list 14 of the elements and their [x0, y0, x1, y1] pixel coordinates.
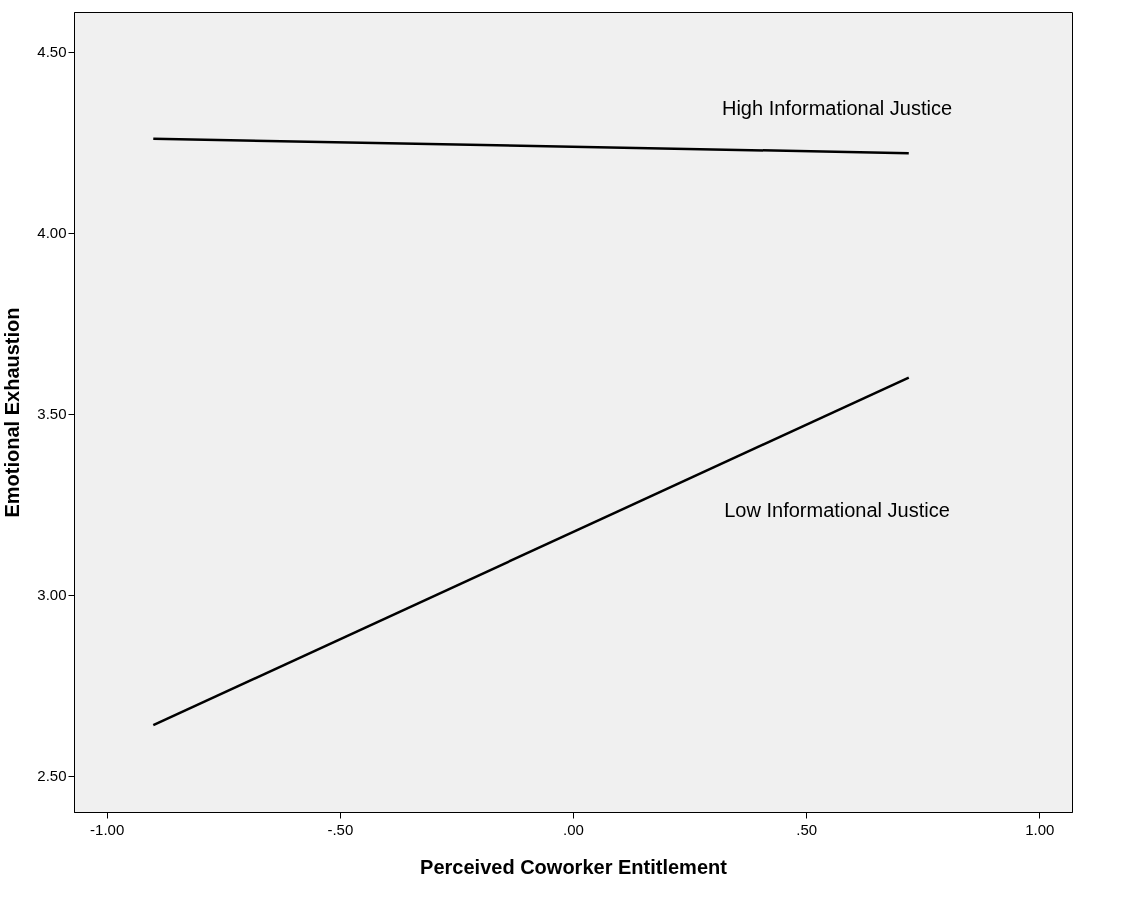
y-tick-label: 3.00: [37, 586, 67, 604]
series-label: High Informational Justice: [721, 97, 953, 120]
x-axis-title: Perceived Coworker Entitlement: [420, 855, 728, 878]
y-tick-label: 3.50: [37, 405, 67, 423]
y-axis-title: Emotional Exhaustion: [1, 307, 24, 518]
x-tick-label: 1.00: [1025, 820, 1055, 838]
x-tick-label: -1.00: [90, 820, 125, 838]
x-tick-label: .00: [563, 820, 584, 838]
y-tick-label: 2.50: [37, 767, 67, 785]
x-tick-label: -.50: [327, 820, 354, 838]
y-tick-label: 4.50: [37, 43, 67, 61]
y-tick-label: 4.00: [37, 224, 67, 242]
x-tick-label: .50: [796, 820, 818, 838]
series-label: Low Informational Justice: [724, 498, 950, 521]
